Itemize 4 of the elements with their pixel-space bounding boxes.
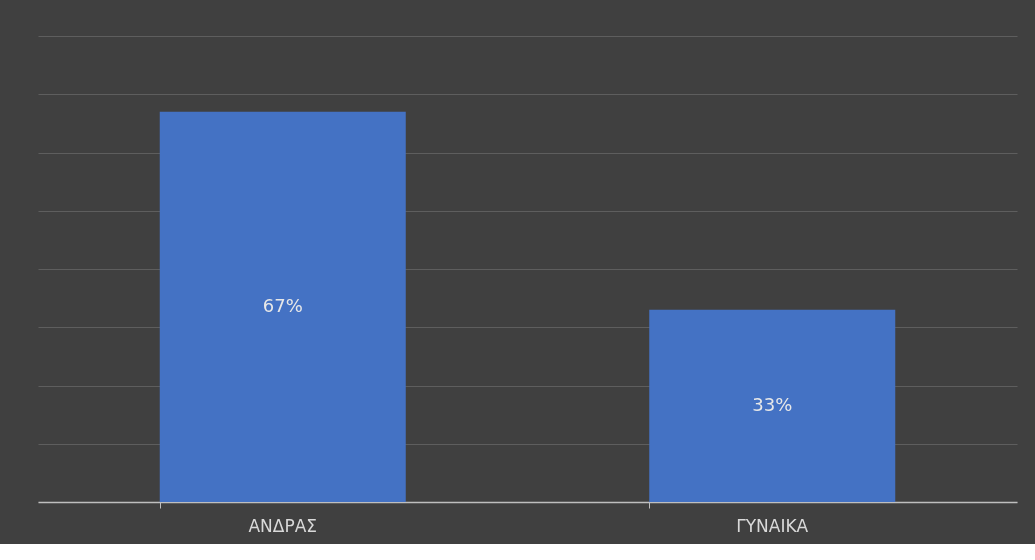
x-tick-label: ΑΝΔΡΑΣ (248, 515, 318, 536)
x-tick-label: ΓΥΝΑΙΚΑ (736, 515, 809, 536)
data-label: 67% (262, 294, 303, 316)
data-label: 33% (752, 393, 793, 415)
